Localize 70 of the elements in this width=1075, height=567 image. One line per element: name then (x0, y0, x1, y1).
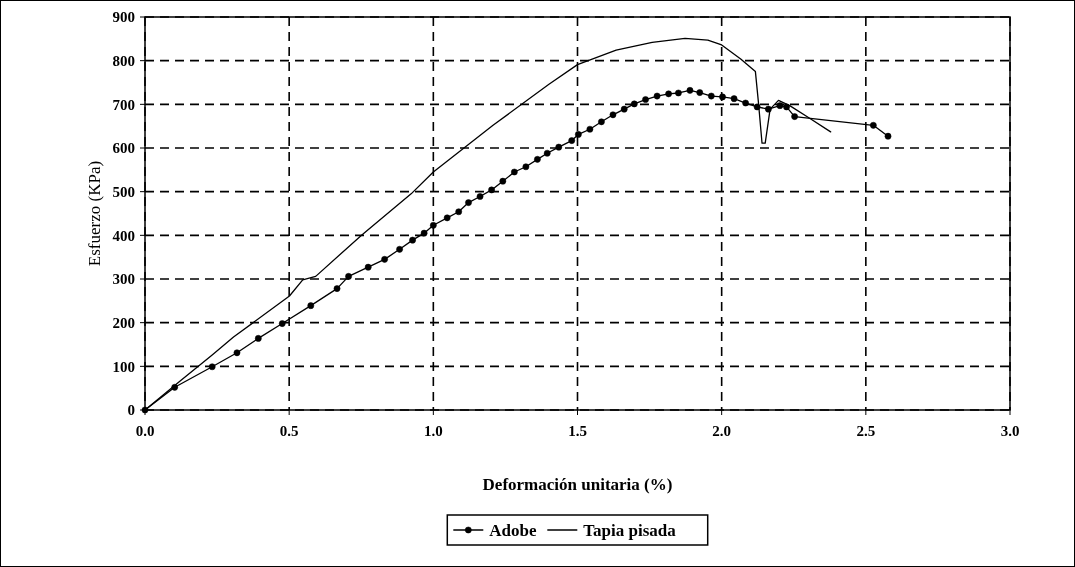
point (488, 186, 495, 194)
x-axis-title: Deformación unitaria (%) (482, 475, 673, 494)
y-tick-label: 400 (112, 227, 135, 244)
point (476, 193, 484, 200)
x-tick-label: 1.5 (568, 423, 587, 439)
point (665, 90, 672, 98)
point (254, 335, 262, 342)
point (686, 87, 694, 94)
point (598, 118, 605, 126)
point (653, 92, 661, 100)
point (630, 100, 638, 108)
point (783, 103, 790, 111)
point (443, 214, 451, 222)
legend-label: Tapia pisada (583, 520, 677, 540)
point (791, 113, 798, 120)
point (455, 208, 463, 216)
y-tick-label: 800 (112, 52, 135, 69)
point (171, 383, 179, 391)
point (208, 363, 216, 371)
point (409, 236, 416, 244)
legend-label: Adobe (489, 520, 537, 540)
point (522, 163, 530, 171)
point (707, 92, 715, 100)
point (719, 93, 726, 101)
point (420, 229, 428, 237)
point (776, 102, 784, 109)
y-axis-title: Esfuerzo (KPa) (85, 160, 104, 267)
point (696, 89, 704, 96)
point (765, 105, 772, 113)
y-tick-label: 0 (127, 402, 135, 419)
x-tick-label: 1.0 (423, 423, 443, 439)
point (642, 96, 649, 103)
y-tick-label: 100 (112, 358, 135, 375)
y-tick-label: 200 (112, 314, 135, 331)
point (730, 95, 738, 102)
point (543, 149, 551, 157)
y-tick-label: 700 (112, 96, 135, 113)
point (333, 285, 341, 292)
x-tick-label: 3.0 (1000, 423, 1020, 439)
point (345, 273, 352, 280)
point (575, 131, 582, 138)
point (753, 103, 761, 111)
point (675, 89, 682, 97)
point (534, 156, 541, 163)
point (381, 256, 388, 263)
point (233, 349, 241, 357)
x-tick-label: 0.5 (279, 423, 299, 439)
point (499, 177, 507, 185)
point (884, 132, 892, 140)
point (429, 221, 437, 229)
point (511, 168, 518, 176)
y-tick-label: 500 (112, 183, 135, 200)
point (307, 302, 315, 309)
x-tick-label: 2.0 (712, 423, 732, 439)
y-tick-label: 900 (112, 9, 135, 26)
point (869, 121, 877, 129)
point (278, 320, 286, 327)
point (620, 105, 628, 113)
point (364, 263, 372, 271)
x-tick-label: 0.0 (135, 423, 155, 439)
y-tick-label: 600 (112, 140, 135, 157)
x-tick-label: 2.5 (856, 423, 876, 439)
point (742, 99, 749, 107)
point (609, 111, 617, 119)
point (555, 143, 563, 151)
point (568, 137, 576, 144)
y-tick-label: 300 (112, 271, 135, 288)
point (396, 245, 403, 253)
point (586, 125, 594, 133)
point (465, 199, 472, 206)
